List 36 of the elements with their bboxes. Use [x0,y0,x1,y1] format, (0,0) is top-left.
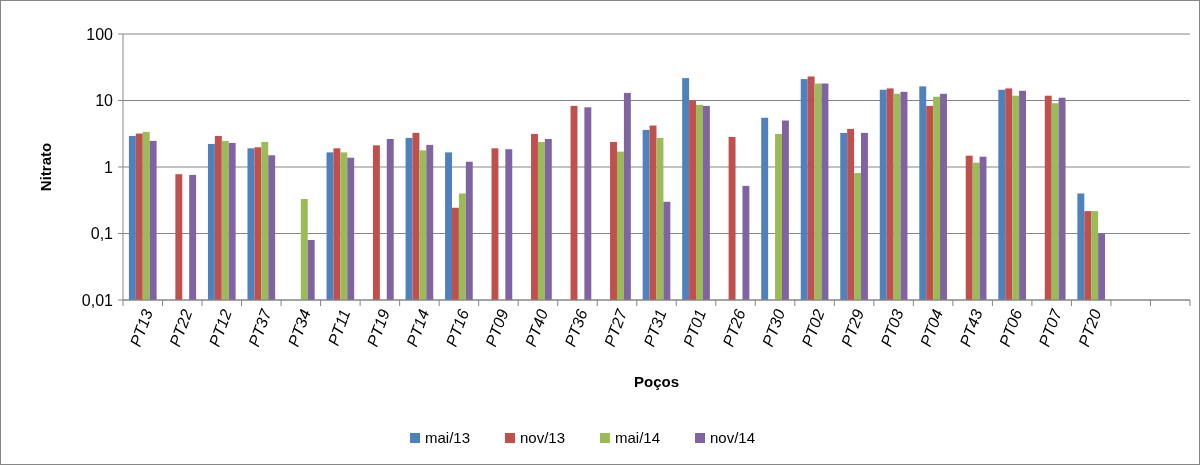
x-tick-label: PT34 [284,307,314,349]
x-tick-label: PT02 [798,307,828,349]
x-tick-label: PT01 [680,307,710,349]
x-tick-label: PT40 [521,307,552,349]
x-tick-label: PT19 [363,307,393,349]
x-tick-label: PT37 [245,306,275,349]
x-tick-label: PT27 [601,306,631,349]
x-tick-label: PT43 [956,307,986,349]
x-tick-label: PT26 [719,307,749,349]
y-tick-label: 0,01 [81,291,114,309]
legend-label: nov/13 [520,429,566,447]
x-tick-label: PT31 [640,307,670,349]
y-tick-label: 10 [95,92,114,110]
y-tick-label: 100 [86,25,114,43]
x-tick-label: PT22 [166,307,196,349]
x-tick-label: PT16 [442,307,473,349]
legend-label: nov/14 [710,429,756,447]
y-tick-label: 0,1 [90,225,114,243]
y-tick-label: 1 [104,158,114,176]
x-tick-label: PT03 [877,307,907,349]
x-tick-label: PT07 [1035,306,1066,349]
y-axis-title: Nitrato [37,142,54,192]
x-tick-label: PT13 [126,307,156,349]
x-tick-label: PT12 [205,307,235,349]
legend-label: mai/14 [615,429,661,447]
x-tick-label: PT04 [917,307,947,349]
x-tick-label: PT09 [482,307,512,349]
x-tick-label: PT20 [1075,307,1105,349]
x-axis-title: Poços [633,373,680,390]
legend-label: mai/13 [425,429,471,447]
x-tick-label: PT30 [759,307,789,349]
x-tick-label: PT06 [996,307,1026,349]
x-tick-label: PT36 [561,307,591,349]
x-tick-label: PT14 [403,307,433,349]
x-tick-label: PT29 [838,307,868,349]
x-tick-label: PT11 [324,307,354,348]
